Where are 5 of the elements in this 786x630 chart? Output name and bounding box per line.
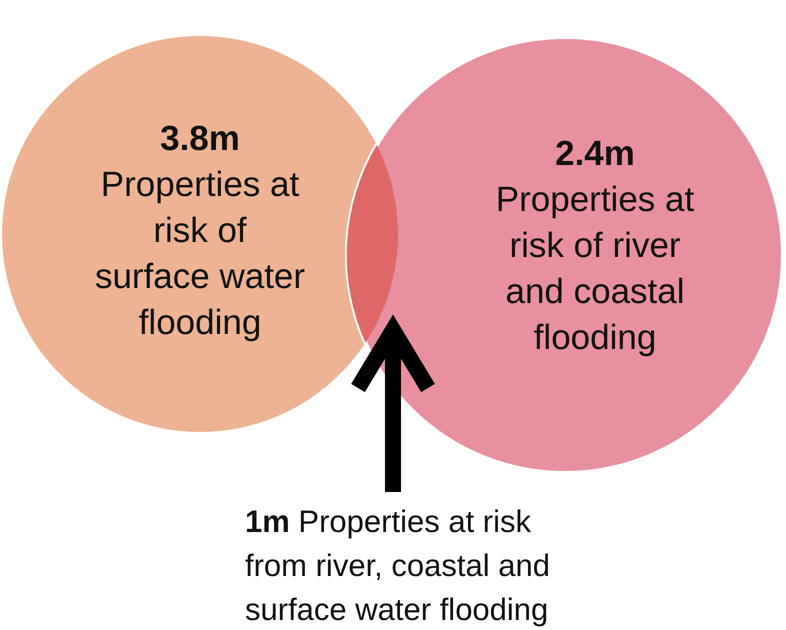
data-label: 3.8m [160, 119, 240, 158]
category-label: Properties at risk of river and coastal flooding [496, 180, 694, 357]
data-label: 1m [245, 504, 290, 539]
data-label: 2.4m [555, 134, 635, 173]
category-label: Properties at risk of surface water flooding [94, 165, 306, 342]
